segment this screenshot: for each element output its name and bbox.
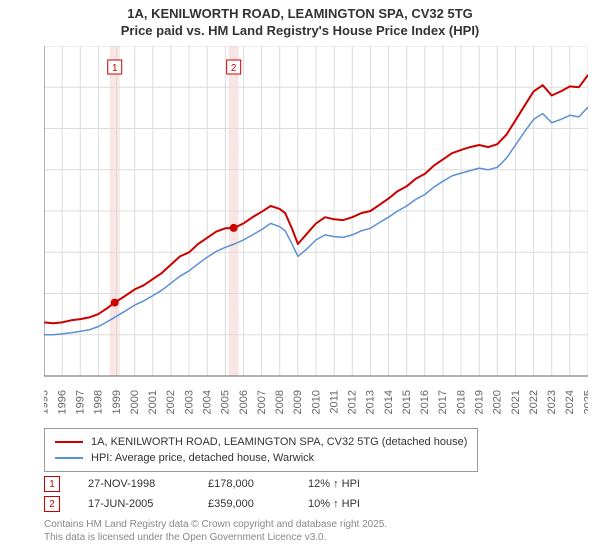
sale-row-2: 2 17-JUN-2005 £359,000 10% ↑ HPI <box>44 494 408 514</box>
svg-text:2007: 2007 <box>256 390 268 414</box>
legend-label-price-paid: 1A, KENILWORTH ROAD, LEAMINGTON SPA, CV3… <box>91 436 467 448</box>
footer: Contains HM Land Registry data © Crown c… <box>44 518 387 544</box>
svg-text:2016: 2016 <box>419 390 431 414</box>
svg-text:2008: 2008 <box>274 390 286 414</box>
svg-text:2025: 2025 <box>582 390 588 414</box>
sale-marker-1: 1 <box>44 476 60 492</box>
svg-text:2022: 2022 <box>528 390 540 414</box>
title-line-2: Price paid vs. HM Land Registry's House … <box>0 23 600 40</box>
svg-text:2019: 2019 <box>474 390 486 414</box>
sale-price-1: £178,000 <box>208 478 308 490</box>
svg-text:2017: 2017 <box>437 390 449 414</box>
svg-text:2004: 2004 <box>201 390 213 414</box>
legend-item-price-paid: 1A, KENILWORTH ROAD, LEAMINGTON SPA, CV3… <box>55 434 467 450</box>
sale-hpi-1: 12% ↑ HPI <box>308 478 408 490</box>
svg-text:1996: 1996 <box>56 390 68 414</box>
sale-date-1: 27-NOV-1998 <box>88 478 208 490</box>
svg-text:1998: 1998 <box>93 390 105 414</box>
svg-text:2012: 2012 <box>347 390 359 414</box>
svg-text:2011: 2011 <box>328 390 340 414</box>
svg-text:2006: 2006 <box>238 390 250 414</box>
svg-text:2002: 2002 <box>165 390 177 414</box>
sale-hpi-2: 10% ↑ HPI <box>308 498 408 510</box>
svg-text:2005: 2005 <box>220 390 232 414</box>
svg-text:1999: 1999 <box>111 390 123 414</box>
legend-box: 1A, KENILWORTH ROAD, LEAMINGTON SPA, CV3… <box>44 428 478 472</box>
svg-text:2014: 2014 <box>383 390 395 414</box>
svg-text:2001: 2001 <box>147 390 159 414</box>
svg-text:2: 2 <box>231 63 237 74</box>
svg-text:1995: 1995 <box>44 390 50 414</box>
svg-text:2023: 2023 <box>546 390 558 414</box>
legend-label-hpi: HPI: Average price, detached house, Warw… <box>91 452 314 464</box>
legend-item-hpi: HPI: Average price, detached house, Warw… <box>55 450 467 466</box>
footer-line-1: Contains HM Land Registry data © Crown c… <box>44 518 387 531</box>
svg-text:2021: 2021 <box>510 390 522 414</box>
svg-text:2020: 2020 <box>492 390 504 414</box>
svg-text:1: 1 <box>112 63 118 74</box>
svg-text:2013: 2013 <box>365 390 377 414</box>
legend-swatch-hpi <box>55 457 83 459</box>
sale-row-1: 1 27-NOV-1998 £178,000 12% ↑ HPI <box>44 474 408 494</box>
title-line-1: 1A, KENILWORTH ROAD, LEAMINGTON SPA, CV3… <box>0 6 600 23</box>
sale-marker-2: 2 <box>44 496 60 512</box>
svg-text:1997: 1997 <box>75 390 87 414</box>
chart-area: £0£100K£200K£300K£400K£500K£600K£700K£80… <box>44 46 588 416</box>
svg-text:2003: 2003 <box>183 390 195 414</box>
svg-text:2024: 2024 <box>564 390 576 414</box>
chart-svg: £0£100K£200K£300K£400K£500K£600K£700K£80… <box>44 46 588 416</box>
svg-text:2018: 2018 <box>455 390 467 414</box>
sale-price-2: £359,000 <box>208 498 308 510</box>
svg-text:2015: 2015 <box>401 390 413 414</box>
svg-text:2000: 2000 <box>129 390 141 414</box>
sales-table: 1 27-NOV-1998 £178,000 12% ↑ HPI 2 17-JU… <box>44 474 408 514</box>
footer-line-2: This data is licensed under the Open Gov… <box>44 531 387 544</box>
chart-title-block: 1A, KENILWORTH ROAD, LEAMINGTON SPA, CV3… <box>0 0 600 40</box>
sale-date-2: 17-JUN-2005 <box>88 498 208 510</box>
legend-swatch-price-paid <box>55 441 83 443</box>
svg-text:2010: 2010 <box>310 390 322 414</box>
svg-text:2009: 2009 <box>292 390 304 414</box>
